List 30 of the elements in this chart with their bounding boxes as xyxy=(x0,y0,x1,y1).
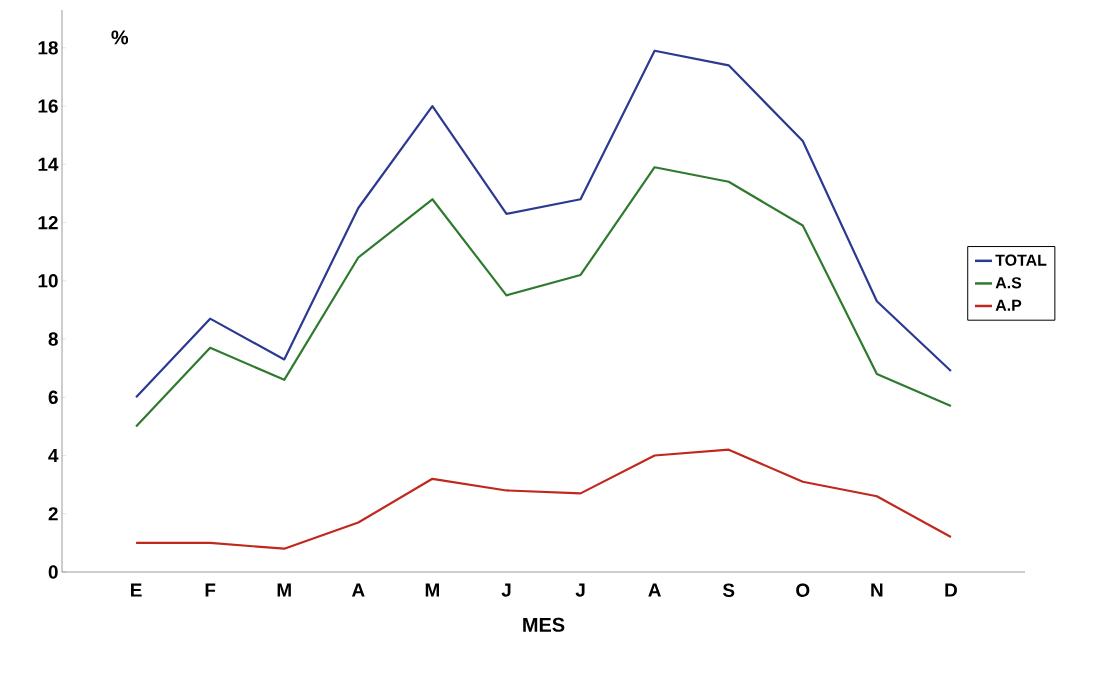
y-tick-label: 0 xyxy=(48,565,58,579)
x-tick-label: A xyxy=(351,583,365,597)
x-tick-label: N xyxy=(871,583,883,597)
y-tick-label: 6 xyxy=(48,390,58,404)
x-tick-label: M xyxy=(425,583,440,597)
legend-label: A.S xyxy=(995,277,1022,289)
y-axis-title: % xyxy=(111,30,129,45)
y-tick-label: 4 xyxy=(48,449,59,463)
x-tick-label: D xyxy=(945,583,957,597)
y-tick-label: 2 xyxy=(48,507,58,521)
x-tick-label: F xyxy=(205,583,216,597)
line-series xyxy=(134,448,953,550)
x-tick-label: A xyxy=(648,583,661,597)
y-tick-label: 10 xyxy=(38,274,58,288)
legend-label: A.P xyxy=(995,299,1022,311)
line-series xyxy=(134,49,953,399)
y-tick-label: 14 xyxy=(38,157,59,171)
line-series xyxy=(134,166,953,428)
y-tick-label: 8 xyxy=(48,332,58,346)
x-tick-label: J xyxy=(501,583,511,597)
x-axis-title: MES xyxy=(523,617,565,632)
x-tick-label: J xyxy=(575,583,585,597)
y-tick-label: 18 xyxy=(38,41,58,55)
x-tick-label: S xyxy=(722,583,735,597)
legend-label: TOTAL xyxy=(995,254,1047,266)
x-tick-label: M xyxy=(277,583,291,597)
x-tick-label: E xyxy=(131,583,142,597)
y-tick-label: 16 xyxy=(38,99,58,113)
x-tick-label: O xyxy=(796,583,810,597)
y-tick-label: 12 xyxy=(38,215,58,230)
